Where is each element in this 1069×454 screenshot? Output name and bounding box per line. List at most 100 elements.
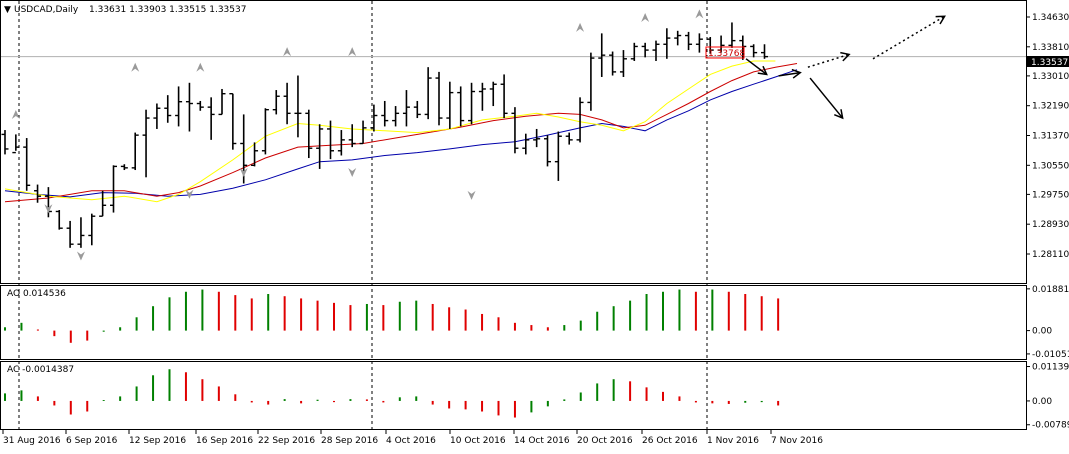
ohlc-bar-59	[641, 42, 649, 58]
time-tick-label-8: 14 Oct 2016	[514, 436, 570, 446]
ohlc-bar-58	[630, 42, 638, 61]
ohlc-bar-10	[110, 165, 117, 213]
collapse-triangle-icon[interactable]: ▼	[4, 5, 11, 15]
fractal-up-3	[283, 47, 292, 57]
ohlc-bar-63	[685, 31, 693, 51]
ohlc-bar-51	[554, 131, 562, 181]
ohlc-bar-31	[337, 130, 345, 156]
marker-box	[705, 46, 745, 59]
ma-fast-line	[4, 60, 776, 203]
ohlc-bar-60	[652, 40, 660, 61]
ohlc-bar-36	[392, 106, 400, 127]
ohlc-bar-26	[283, 82, 291, 125]
ohlc-bar-27	[294, 75, 302, 138]
fractal-up-7	[695, 9, 704, 19]
arrow-shaft-3	[809, 77, 844, 119]
ohlc-bar-20	[218, 88, 226, 116]
arrow-head-0	[757, 65, 768, 76]
ohlc-bar-15	[164, 95, 172, 123]
ohlc-bar-61	[663, 28, 671, 59]
ao-tick-label-0: 0.018814	[1032, 285, 1069, 295]
ohlc-bar-25	[272, 90, 280, 115]
ohlc-bar-47	[511, 107, 519, 154]
ohlc-bar-67	[728, 22, 736, 48]
price-tick-label-1: 1.33810	[1032, 43, 1069, 53]
ohlc-bar-39	[424, 67, 432, 120]
ohlc-bar-13	[142, 109, 150, 178]
arrow-head-4	[935, 15, 946, 25]
time-axis: 31 Aug 2016 6 Sep 2016 12 Sep 2016 16 Sep 2…	[2, 430, 823, 446]
arrow-shaft-2	[807, 53, 850, 68]
ohlc-bar-9	[99, 190, 107, 217]
ohlc-bar-12	[131, 132, 139, 171]
fractal-up-2	[196, 62, 205, 72]
time-tick-label-10: 26 Oct 2016	[642, 436, 698, 446]
fractal-down-2	[185, 189, 194, 199]
ohlc-bar-53	[576, 97, 584, 143]
ohlc-bar-32	[348, 124, 356, 148]
ohlc-bar-2	[23, 138, 31, 191]
ohlc-bar-23	[251, 142, 259, 167]
time-tick-label-3: 16 Sep 2016	[196, 436, 253, 446]
ohlc-bar-38	[413, 100, 421, 119]
ohlc-bar-62	[674, 30, 682, 46]
price-tick-label-2: 1.33010	[1032, 72, 1069, 82]
price-tick-label-3: 1.32190	[1032, 102, 1069, 112]
ac-tick-label-0: 0.011398	[1032, 363, 1069, 373]
ac-label: AC -0.0014387	[7, 365, 74, 375]
ohlc-bar-3	[34, 184, 42, 203]
ohlc-bar-17	[185, 82, 193, 132]
ohlc-bar-11	[120, 164, 128, 171]
time-tick-label-11: 1 Nov 2016	[707, 436, 759, 446]
ohlc-bar-49	[533, 128, 541, 148]
ohlc-bar-46	[500, 74, 508, 119]
current-price-text: 1.33537	[1031, 58, 1068, 68]
ohlc-bar-6	[66, 220, 74, 248]
ohlc-bar-57	[619, 50, 627, 77]
ohlc-bar-8	[88, 213, 96, 246]
time-tick-label-7: 10 Oct 2016	[450, 436, 506, 446]
price-tick-label-4: 1.31370	[1032, 132, 1069, 142]
time-tick-label-4: 22 Sep 2016	[258, 436, 315, 446]
time-tick-label-6: 4 Oct 2016	[386, 436, 436, 446]
ohlc-bar-50	[544, 135, 551, 167]
ac-pane-frame	[0, 361, 1027, 430]
ohlc-bar-69	[750, 44, 758, 58]
ohlc-bar-28	[305, 109, 313, 159]
ohlc-bar-18	[196, 100, 204, 111]
price-tick-label-5: 1.30550	[1032, 161, 1069, 171]
price-tick-label-8: 1.28110	[1032, 250, 1069, 260]
arrow-head-1	[791, 68, 802, 79]
fractal-down-1	[76, 251, 85, 261]
ohlc-bar-64	[695, 33, 703, 53]
ohlc-bar-1	[12, 134, 20, 154]
arrow-shaft-0	[745, 58, 768, 76]
marker-box-label: 1.33768	[708, 49, 745, 59]
ohlc-bar-19	[207, 97, 215, 140]
ac-histogram	[4, 369, 780, 418]
fractal-up-1	[131, 62, 140, 72]
time-tick-label-9: 20 Oct 2016	[577, 436, 633, 446]
ohlc-bar-54	[587, 52, 595, 111]
current-price-marker	[1027, 56, 1069, 67]
price-bars	[1, 22, 768, 248]
arrow-shaft-4	[872, 15, 945, 60]
ao-pane-frame	[0, 285, 1027, 360]
time-tick-label-2: 12 Sep 2016	[129, 436, 186, 446]
ao-tick-label-1: 0.00	[1032, 327, 1052, 337]
ohlc-bar-33	[359, 120, 367, 145]
time-tick-label-12: 7 Nov 2016	[771, 436, 823, 446]
drawn-arrows	[745, 15, 946, 120]
price-axis: 1.34630 1.33810 1.33010 1.32190 1.31370 1.305…	[1026, 13, 1069, 431]
ohlc-bar-34	[370, 104, 378, 132]
ohlc-bar-7	[77, 217, 85, 248]
ma-mid-line	[4, 63, 798, 203]
ohlc-bar-43	[468, 82, 476, 125]
ohlc-bar-16	[175, 86, 183, 127]
ao-tick-label-2: -0.010512	[1032, 350, 1069, 360]
ac-tick-label-2: -0.007891	[1032, 421, 1069, 431]
fractal-up-6	[641, 12, 650, 22]
ohlc-bar-44	[478, 82, 486, 111]
ma-slow-line	[4, 69, 798, 198]
